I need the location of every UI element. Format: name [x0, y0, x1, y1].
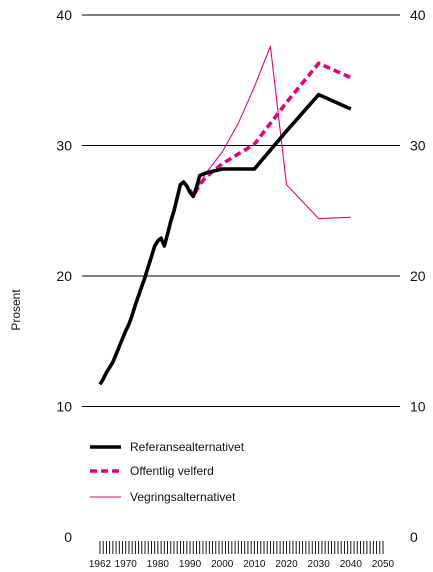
y-tick-left-30: 30	[56, 138, 72, 154]
legend-label-0: Referansealternativet	[130, 440, 245, 454]
y-tick-left-20: 20	[56, 268, 72, 284]
x-axis: 1962 1970 1980 1990 2000 2010 2020 2030 2040 2050	[89, 541, 395, 570]
x-tick-2040: 2040	[340, 559, 363, 570]
x-tick-1970: 1970	[115, 559, 138, 570]
y-tick-right-0: 0	[410, 529, 418, 545]
gridlines	[82, 14, 400, 407]
x-tick-2030: 2030	[308, 559, 331, 570]
y-tick-right-30: 30	[410, 138, 426, 154]
legend-label-1: Offentlig velferd	[130, 464, 214, 478]
series-layer	[98, 45, 352, 386]
y-axis-right: 0 10 20 30 40	[410, 7, 426, 545]
y-tick-left-40: 40	[56, 7, 72, 23]
y-axis-label: Prosent	[9, 289, 23, 331]
x-tick-2050: 2050	[372, 559, 395, 570]
y-tick-right-10: 10	[410, 399, 426, 415]
series-line-vegringsalternativet	[189, 45, 351, 220]
y-tick-left-0: 0	[64, 529, 72, 545]
x-tick-1962: 1962	[89, 559, 112, 570]
x-tick-2000: 2000	[211, 559, 234, 570]
y-tick-right-20: 20	[410, 268, 426, 284]
y-axis-left: 0 10 20 30 40	[56, 7, 72, 545]
legend: Referansealternativet Offentlig velferd Ve…	[90, 440, 245, 504]
series-line-offentlig-velferd	[188, 61, 352, 199]
legend-label-2: Vegringsalternativet	[130, 490, 236, 504]
y-tick-right-40: 40	[410, 7, 426, 23]
x-tick-2020: 2020	[275, 559, 298, 570]
series-line-referansealternativet	[98, 92, 352, 386]
y-tick-left-10: 10	[56, 399, 72, 415]
x-tick-1980: 1980	[147, 559, 170, 570]
x-tick-2010: 2010	[243, 559, 266, 570]
x-tick-1990: 1990	[179, 559, 202, 570]
